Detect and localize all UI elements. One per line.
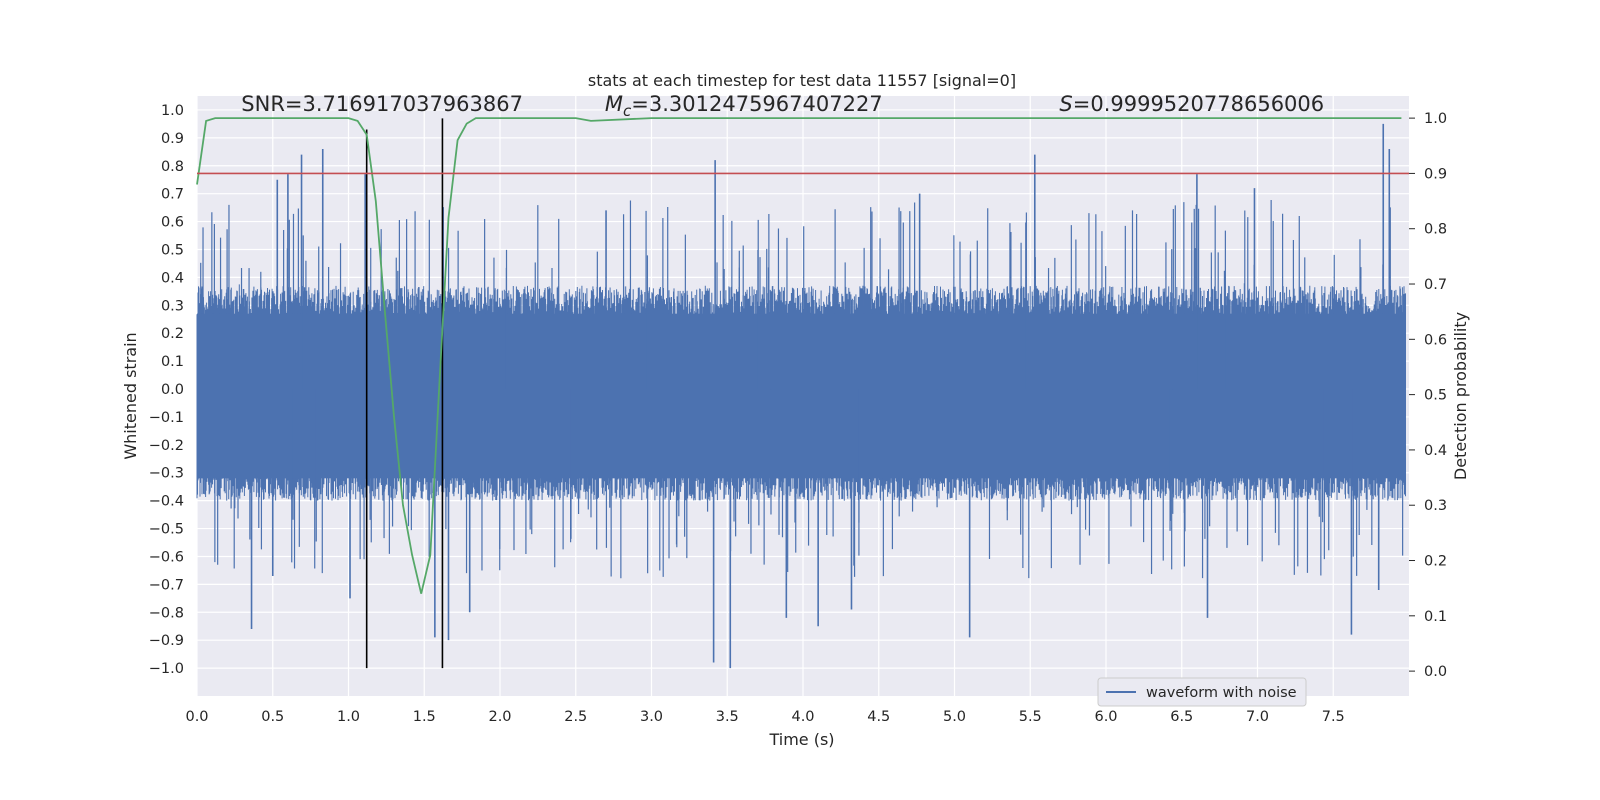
y2-tick-1: 0.9 xyxy=(1424,166,1447,182)
y-tick-14: −0.4 xyxy=(149,494,184,510)
y-tick-19: −0.9 xyxy=(149,633,184,649)
x-tick-5: 2.5 xyxy=(564,709,587,725)
y2-axis-ticks: 1.0 0.9 0.8 0.7 0.6 0.5 0.4 0.3 0.2 0.1 0.0 xyxy=(1409,111,1447,680)
x-tick-13: 6.5 xyxy=(1170,709,1193,725)
y-tick-8: 0.2 xyxy=(161,326,184,342)
y2-tick-8: 0.2 xyxy=(1424,554,1447,570)
x-tick-1: 0.5 xyxy=(261,709,284,725)
annotation-snr: SNR=3.716917037963867 xyxy=(241,92,523,116)
x-tick-11: 5.5 xyxy=(1019,709,1042,725)
y-tick-15: −0.5 xyxy=(149,522,184,538)
y2-tick-7: 0.3 xyxy=(1424,498,1447,514)
x-tick-10: 5.0 xyxy=(943,709,966,725)
y2-tick-5: 0.5 xyxy=(1424,388,1447,404)
y-tick-16: −0.6 xyxy=(149,549,184,565)
series-waveform-peaks xyxy=(200,123,1404,669)
y-tick-7: 0.3 xyxy=(161,298,184,314)
x-tick-15: 7.5 xyxy=(1322,709,1345,725)
x-tick-4: 2.0 xyxy=(488,709,511,725)
x-axis-ticks: 0.0 0.5 1.0 1.5 2.0 2.5 3.0 3.5 4.0 4.5 5.0 5.5 6.0 6… xyxy=(185,709,1344,725)
legend: waveform with noise xyxy=(1097,677,1307,707)
x-tick-14: 7.0 xyxy=(1246,709,1269,725)
annotation-s: S=0.9999520778656006 xyxy=(1059,92,1324,116)
y-tick-6: 0.4 xyxy=(161,270,184,286)
y-tick-18: −0.8 xyxy=(149,605,184,621)
legend-label-waveform: waveform with noise xyxy=(1146,685,1297,701)
y2-tick-6: 0.4 xyxy=(1424,443,1447,459)
x-tick-9: 4.5 xyxy=(867,709,890,725)
y-tick-1: 0.9 xyxy=(161,131,184,147)
legend-box xyxy=(1097,677,1307,707)
y-tick-0: 1.0 xyxy=(161,103,184,119)
y-axis-label: Whitened strain xyxy=(121,332,140,459)
x-tick-0: 0.0 xyxy=(185,709,208,725)
y-tick-9: 0.1 xyxy=(161,354,184,370)
vertical-markers xyxy=(365,118,444,669)
y-tick-11: −0.1 xyxy=(149,410,184,426)
y-tick-5: 0.5 xyxy=(161,242,184,258)
x-tick-8: 4.0 xyxy=(791,709,814,725)
y2-tick-4: 0.6 xyxy=(1424,332,1447,348)
x-tick-12: 6.0 xyxy=(1094,709,1117,725)
y2-tick-9: 0.1 xyxy=(1424,609,1447,625)
y-tick-20: −1.0 xyxy=(149,661,184,677)
y-tick-3: 0.7 xyxy=(161,187,184,203)
x-tick-2: 1.0 xyxy=(337,709,360,725)
x-tick-6: 3.0 xyxy=(640,709,663,725)
y2-tick-10: 0.0 xyxy=(1424,664,1447,680)
y-tick-2: 0.8 xyxy=(161,159,184,175)
detection-probability-line xyxy=(196,117,1402,594)
y-tick-17: −0.7 xyxy=(149,577,184,593)
y-tick-10: 0.0 xyxy=(161,382,184,398)
y2-tick-2: 0.8 xyxy=(1424,222,1447,238)
x-tick-7: 3.5 xyxy=(716,709,739,725)
y-tick-12: −0.2 xyxy=(149,438,184,454)
y2-tick-3: 0.7 xyxy=(1424,277,1447,293)
y-tick-13: −0.3 xyxy=(149,466,184,482)
series-detection-probability xyxy=(196,117,1402,594)
y-tick-4: 0.6 xyxy=(161,215,184,231)
annotations: SNR=3.716917037963867 Mc=3.30124759674072… xyxy=(241,92,1324,120)
x-axis-label: Time (s) xyxy=(768,730,834,749)
y-axis-ticks: 1.0 0.9 0.8 0.7 0.6 0.5 0.4 0.3 0.2 0.1 0.0 −0.1 −0.… xyxy=(149,103,184,677)
x-tick-3: 1.5 xyxy=(413,709,436,725)
y2-axis-label: Detection probability xyxy=(1451,312,1470,480)
chart-title: stats at each timestep for test data 115… xyxy=(588,71,1016,90)
y2-tick-0: 1.0 xyxy=(1424,111,1447,127)
annotation-mc: Mc=3.3012475967407227 xyxy=(605,92,883,120)
